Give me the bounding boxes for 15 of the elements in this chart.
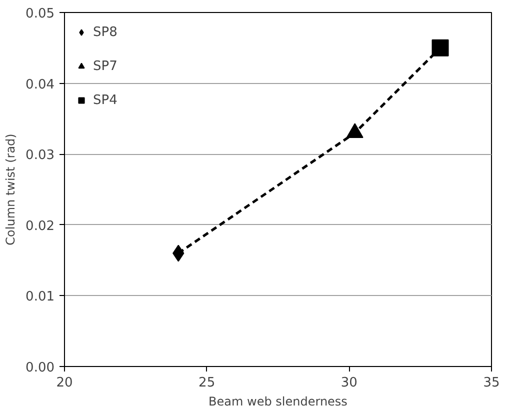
- legend-label: SP8: [93, 24, 118, 40]
- y-tick-label: 0.04: [26, 77, 55, 92]
- y-tick-label: 0.03: [26, 148, 55, 164]
- legend-label: SP4: [93, 92, 118, 108]
- y-tick-label: 0.05: [26, 6, 55, 22]
- y-tick-label: 0.00: [26, 360, 55, 376]
- y-tick-label: 0.01: [26, 290, 55, 305]
- x-tick-label: 30: [340, 376, 358, 390]
- x-tick-label: 35: [483, 376, 500, 390]
- y-axis-title: Column twist (rad): [4, 134, 18, 246]
- y-tick-label: 0.02: [26, 218, 55, 234]
- legend-label: SP7: [93, 58, 118, 74]
- x-axis-title: Beam web slenderness: [208, 394, 348, 408]
- x-tick-label: 20: [56, 376, 73, 390]
- x-tick-label: 25: [198, 376, 216, 390]
